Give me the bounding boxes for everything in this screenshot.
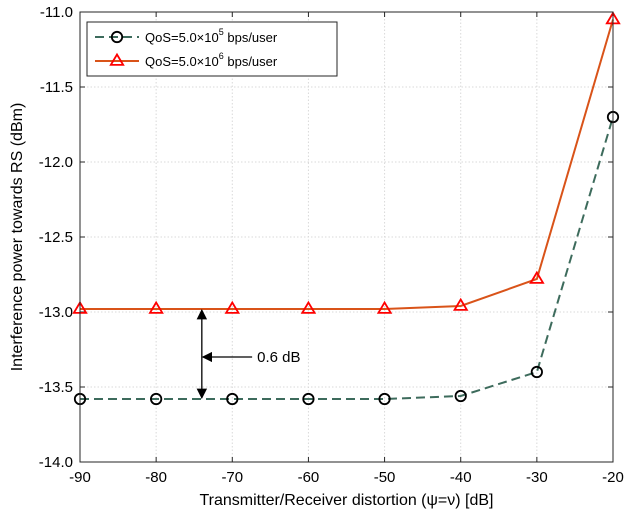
series-1-point — [226, 392, 239, 406]
legend-label: QoS=5.0×105 bps/user — [145, 27, 278, 45]
series-1-point — [454, 389, 467, 403]
legend-entry-2: QoS=5.0×106 bps/user — [95, 51, 278, 69]
legend-label-unit: bps/user — [224, 54, 278, 69]
series-1-point — [150, 392, 163, 406]
series-1-point — [302, 392, 315, 406]
y-tick-label: -14.0 — [39, 454, 73, 471]
annotation-layer: 0.6 dB — [196, 308, 301, 400]
series-1-point — [378, 392, 391, 406]
legend-label-exponent: 6 — [219, 51, 224, 61]
y-tick-label: -12.0 — [39, 154, 73, 171]
legend-swatch-marker — [110, 30, 124, 44]
x-tick-label: -60 — [298, 469, 320, 486]
x-tick-label: -90 — [69, 469, 91, 486]
series-1 — [73, 110, 620, 406]
x-tick-label: -80 — [145, 469, 167, 486]
legend-box — [86, 21, 338, 77]
x-tick-label: -50 — [374, 469, 396, 486]
series-2-point — [300, 300, 317, 314]
y-tick-label: -11.0 — [40, 4, 73, 21]
legend-label-exponent: 5 — [219, 27, 224, 37]
x-axis-label: Transmitter/Receiver distortion (ψ=ν) [d… — [199, 492, 493, 509]
y-tick-label: -11.5 — [40, 79, 73, 96]
legend-label-main: QoS=5.0×10 — [145, 54, 219, 69]
series-2-point — [148, 300, 164, 314]
tick-layer: -90 -80 -70 -60 -50 -40 -30 -20 -11.0 -11.5 -12.0 -… — [39, 4, 624, 486]
x-tick-label: -30 — [526, 469, 548, 486]
y-tick-label: -13.0 — [39, 304, 73, 321]
y-tick-label: -12.5 — [39, 229, 73, 246]
legend-label-unit: bps/user — [224, 30, 278, 45]
legend-entry-1: QoS=5.0×105 bps/user — [95, 27, 278, 45]
series-2-point — [529, 270, 545, 284]
legend-label: QoS=5.0×106 bps/user — [145, 51, 278, 69]
series-1-line — [80, 116, 614, 400]
series-2-point — [224, 300, 241, 314]
annotation-label: 0.6 dB — [257, 349, 300, 366]
series-2-line — [80, 19, 614, 310]
series-2-point — [376, 300, 393, 314]
y-axis-label: Interference power towards RS (dBm) — [9, 103, 26, 372]
x-tick-label: -40 — [450, 469, 472, 486]
x-tick-label: -70 — [221, 469, 243, 486]
series-1-point — [530, 365, 543, 379]
series-2-point — [452, 297, 469, 311]
y-tick-label: -13.5 — [39, 379, 73, 396]
legend-label-main: QoS=5.0×10 — [145, 30, 219, 45]
legend-swatch-marker — [109, 52, 125, 66]
x-tick-label: -20 — [602, 469, 624, 486]
plot-frame — [79, 11, 614, 463]
